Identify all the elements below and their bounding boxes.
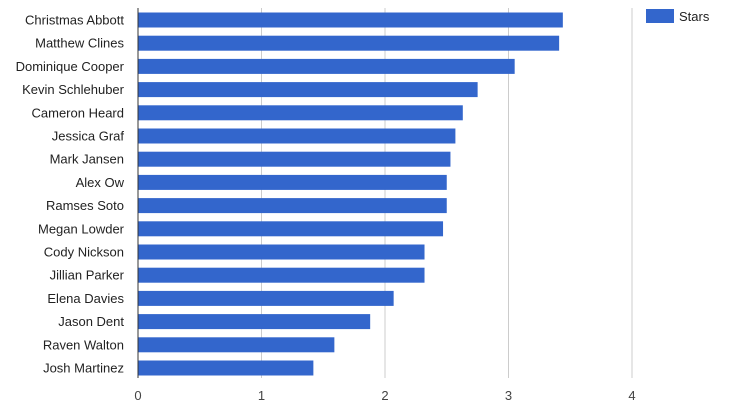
category-label-matthew-clines: Matthew Clines <box>35 36 124 51</box>
category-label-dominique-cooper: Dominique Cooper <box>16 59 125 74</box>
category-label-cameron-heard: Cameron Heard <box>32 105 125 120</box>
category-label-cody-nickson: Cody Nickson <box>44 245 124 260</box>
bar-cameron-heard <box>138 105 463 121</box>
category-label-josh-martinez: Josh Martinez <box>43 361 124 376</box>
category-label-kevin-schlehuber: Kevin Schlehuber <box>22 82 125 97</box>
bar-josh-martinez <box>138 360 314 376</box>
bar-christmas-abbott <box>138 12 563 28</box>
category-label-alex-ow: Alex Ow <box>76 175 125 190</box>
x-tick-label-4: 4 <box>628 388 635 403</box>
category-label-jillian-parker: Jillian Parker <box>50 268 125 283</box>
x-tick-label-3: 3 <box>505 388 512 403</box>
bar-ramses-soto <box>138 198 447 214</box>
bar-mark-jansen <box>138 151 451 167</box>
bar-dominique-cooper <box>138 58 515 74</box>
category-label-mark-jansen: Mark Jansen <box>50 152 124 167</box>
bar-jessica-graf <box>138 128 456 144</box>
category-label-ramses-soto: Ramses Soto <box>46 198 124 213</box>
legend-swatch-stars <box>646 9 674 23</box>
bar-kevin-schlehuber <box>138 82 478 98</box>
category-label-megan-lowder: Megan Lowder <box>38 221 125 236</box>
category-labels: Christmas Abbott Matthew Clines Dominique … <box>16 13 125 376</box>
x-tick-label-2: 2 <box>381 388 388 403</box>
x-tick-label-0: 0 <box>134 388 141 403</box>
category-label-christmas-abbott: Christmas Abbott <box>25 13 124 28</box>
x-tick-labels: 0 1 2 3 4 <box>134 388 635 403</box>
bar-elena-davies <box>138 290 394 306</box>
bar-matthew-clines <box>138 35 560 51</box>
x-tick-label-1: 1 <box>258 388 265 403</box>
bars <box>138 12 563 376</box>
bar-cody-nickson <box>138 244 425 260</box>
legend-label-stars: Stars <box>679 9 710 24</box>
category-label-elena-davies: Elena Davies <box>47 291 124 306</box>
bar-raven-walton <box>138 337 335 353</box>
category-label-jason-dent: Jason Dent <box>58 314 124 329</box>
category-label-jessica-graf: Jessica Graf <box>52 129 125 144</box>
bar-alex-ow <box>138 174 447 190</box>
bar-jillian-parker <box>138 267 425 283</box>
bar-jason-dent <box>138 314 371 330</box>
legend: Stars <box>646 9 710 24</box>
bar-megan-lowder <box>138 221 444 237</box>
category-label-raven-walton: Raven Walton <box>43 337 124 352</box>
